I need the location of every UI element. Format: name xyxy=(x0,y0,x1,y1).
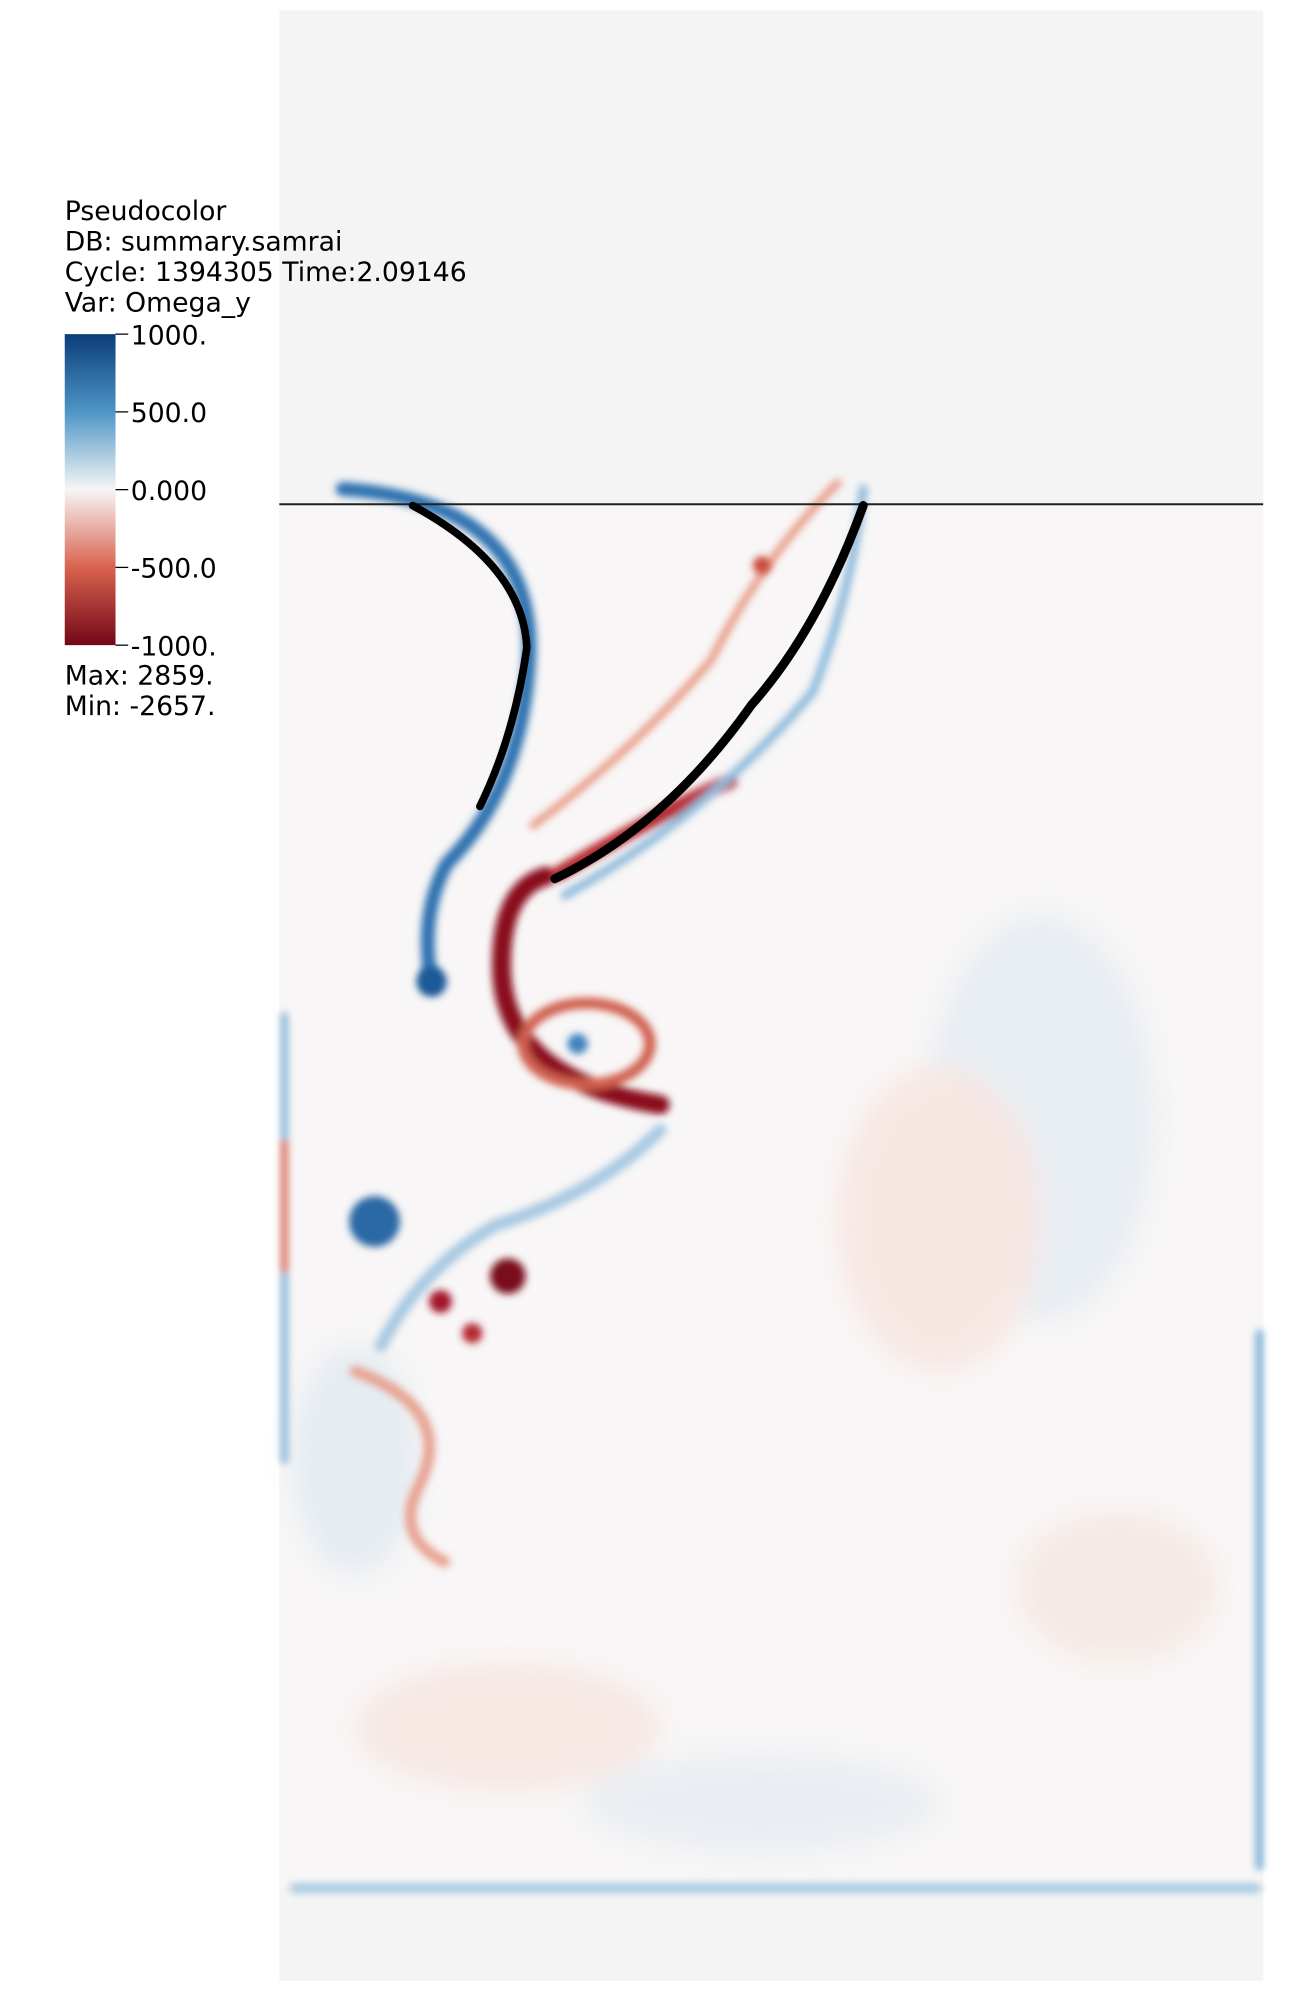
min-value: Min: -2657. xyxy=(65,691,216,722)
field xyxy=(279,10,1264,1981)
max-value: Max: 2859. xyxy=(65,661,214,692)
colorbar-label: 0.000 xyxy=(131,476,207,507)
cycle-time: Cycle: 1394305 Time:2.09146 xyxy=(65,257,467,288)
plot-type: Pseudocolor xyxy=(65,196,227,227)
legend: Pseudocolor DB: summary.samrai Cycle: 13… xyxy=(64,196,467,722)
colorbar-label: 1000. xyxy=(131,320,207,351)
colorbar xyxy=(64,334,116,646)
db-name: DB: summary.samrai xyxy=(65,226,343,257)
colorbar-label: -500.0 xyxy=(131,554,217,585)
variable: Var: Omega_y xyxy=(65,287,251,318)
colorbar-label: -1000. xyxy=(131,631,217,662)
colorbar-label: 500.0 xyxy=(131,398,207,429)
